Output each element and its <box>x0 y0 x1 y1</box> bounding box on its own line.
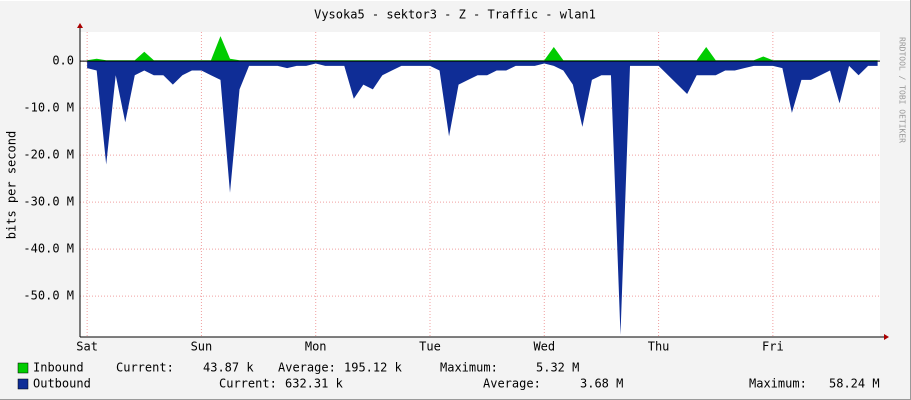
y-tick-label: -50.0 M <box>23 289 74 303</box>
y-tick-label: -30.0 M <box>23 195 74 209</box>
legend-swatch <box>17 362 29 374</box>
x-tick-label: Thu <box>648 340 670 354</box>
legend-stat-value: 43.87 k <box>203 361 254 375</box>
axis-arrow <box>884 334 889 340</box>
y-tick-label: -40.0 M <box>23 242 74 256</box>
legend-stat-label: Average: <box>278 361 336 375</box>
x-tick-label: Sat <box>76 340 98 354</box>
y-axis-label: bits per second <box>5 131 19 239</box>
x-tick-label: Mon <box>305 340 327 354</box>
area <box>87 61 878 335</box>
legend-stat-value: 195.12 k <box>344 361 403 375</box>
legend-stat-value: 3.68 M <box>580 377 623 391</box>
x-tick-label: Sun <box>191 340 213 354</box>
y-tick-label: -20.0 M <box>23 148 74 162</box>
legend-stat-value: 632.31 k <box>285 377 344 391</box>
x-tick-label: Wed <box>533 340 555 354</box>
legend-stat-value: 5.32 M <box>536 361 579 375</box>
y-tick-label: 0.0 <box>52 54 74 68</box>
x-tick-label: Tue <box>419 340 441 354</box>
chart-title: Vysoka5 - sektor3 - Z - Traffic - wlan1 <box>314 8 596 22</box>
plot-area <box>80 32 880 337</box>
legend-stat-label: Current: <box>219 377 277 391</box>
legend-stat-label: Maximum: <box>749 377 807 391</box>
y-tick-label: -10.0 M <box>23 101 74 115</box>
legend-stat-value: 58.24 M <box>829 377 880 391</box>
legend-stat-label: Current: <box>116 361 174 375</box>
axis-arrow <box>77 23 83 28</box>
legend-label: Inbound <box>33 361 84 375</box>
legend-stat-label: Maximum: <box>440 361 498 375</box>
watermark: RRDTOOL / TOBI OETIKER <box>898 37 907 143</box>
legend-label: Outbound <box>33 377 91 391</box>
x-tick-label: Fri <box>762 340 784 354</box>
legend-stat-label: Average: <box>483 377 541 391</box>
legend-swatch <box>17 378 29 390</box>
